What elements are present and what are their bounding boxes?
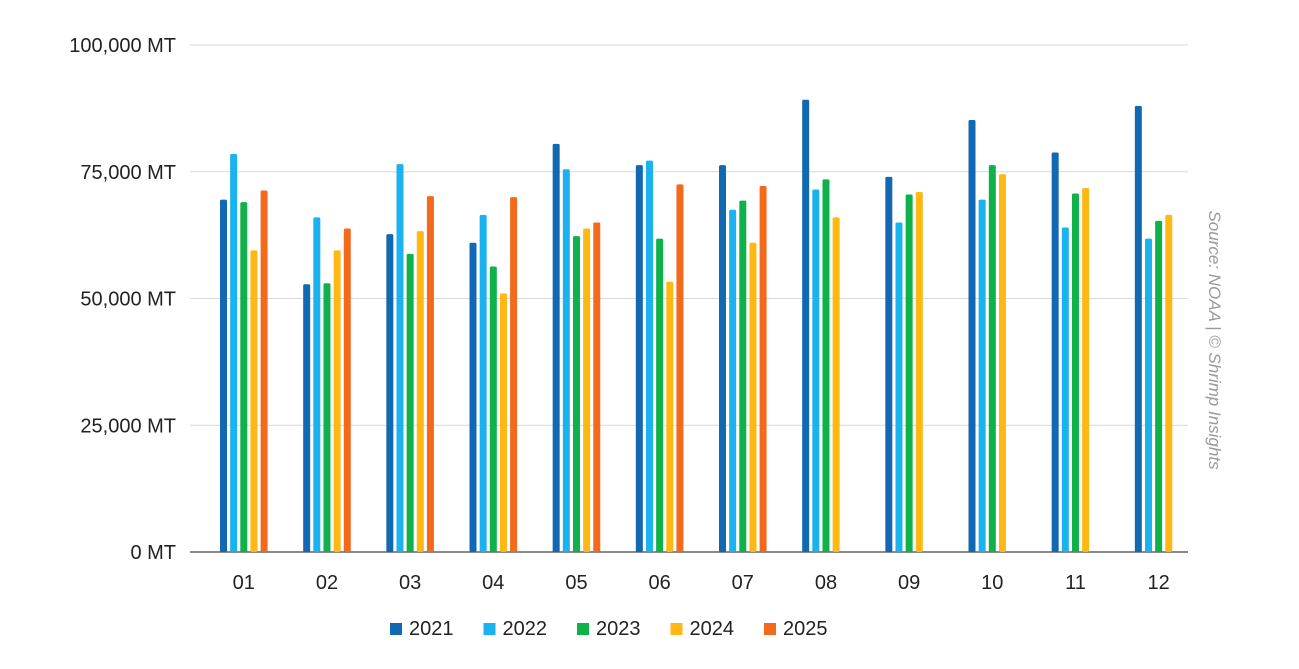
bar-2021-09 <box>885 176 893 552</box>
bar-2024-10 <box>998 174 1006 553</box>
y-tick-label: 75,000 MT <box>80 162 176 184</box>
bar-2021-06 <box>635 165 643 552</box>
legend-label-2022: 2022 <box>503 618 548 640</box>
bar-2023-06 <box>656 238 664 553</box>
bar-2022-08 <box>812 189 820 552</box>
bar-2024-04 <box>499 293 507 552</box>
bar-2025-01 <box>260 190 268 552</box>
bar-2025-03 <box>426 196 434 552</box>
bar-2021-12 <box>1134 105 1142 552</box>
bar-2023-04 <box>489 266 497 552</box>
bar-2025-05 <box>593 222 601 552</box>
bar-2022-02 <box>313 217 321 552</box>
x-tick-label: 10 <box>981 572 1003 594</box>
bar-2021-01 <box>220 199 227 552</box>
legend-swatch-2022 <box>483 623 496 635</box>
bar-2022-07 <box>729 209 737 552</box>
bar-2023-08 <box>822 179 830 553</box>
x-tick-label: 11 <box>1065 572 1086 594</box>
y-tick-label: 100,000 MT <box>69 35 176 57</box>
bar-2021-02 <box>303 284 311 552</box>
x-tick-label: 05 <box>565 572 587 594</box>
bar-2022-05 <box>562 169 570 552</box>
bar-2022-01 <box>230 154 238 552</box>
legend-label-2023: 2023 <box>596 618 641 640</box>
bar-2021-07 <box>719 165 726 552</box>
bar-2023-12 <box>1155 220 1163 552</box>
bar-2024-08 <box>832 217 840 552</box>
bar-2022-09 <box>895 222 903 552</box>
bar-2025-07 <box>759 185 767 552</box>
x-tick-label: 12 <box>1148 572 1170 594</box>
y-tick-label: 50,000 MT <box>80 289 176 311</box>
bar-2021-05 <box>552 143 560 553</box>
legend-label-2021: 2021 <box>409 618 454 640</box>
bar-2024-02 <box>333 250 341 552</box>
bar-2023-11 <box>1071 193 1079 553</box>
bar-2022-03 <box>396 164 404 552</box>
bar-2022-12 <box>1144 238 1152 553</box>
bars <box>220 99 1173 553</box>
bar-2025-06 <box>676 184 684 552</box>
bar-2021-08 <box>802 99 810 552</box>
bar-2023-10 <box>988 165 996 552</box>
bar-2024-07 <box>749 242 757 553</box>
y-axis: 0 MT 25,000 MT 50,000 MT 75,000 MT 100,000 M… <box>69 35 176 564</box>
legend-swatch-2025 <box>764 623 776 635</box>
x-tick-label: 08 <box>815 572 837 594</box>
bar-2021-11 <box>1051 152 1059 553</box>
bar-2023-02 <box>323 283 331 552</box>
bar-2024-01 <box>250 250 258 552</box>
legend-label-2024: 2024 <box>690 618 735 640</box>
bar-2022-04 <box>479 214 487 552</box>
bar-2024-11 <box>1082 187 1090 552</box>
bar-2023-01 <box>240 202 248 553</box>
legend: 2021 2022 2023 2024 2025 <box>390 618 828 640</box>
x-tick-label: 09 <box>898 572 920 594</box>
y-tick-label: 0 MT <box>130 542 176 564</box>
bar-2021-03 <box>386 234 394 553</box>
bar-2024-06 <box>666 281 674 552</box>
bar-2025-04 <box>510 197 518 552</box>
bar-2022-10 <box>978 199 986 552</box>
source-note: Source: NOAA | © Shrimp Insights <box>1205 210 1224 470</box>
bar-2023-07 <box>739 200 747 552</box>
bar-2023-05 <box>572 236 580 552</box>
legend-swatch-2024 <box>670 623 683 635</box>
bar-2021-04 <box>469 242 477 553</box>
bar-2023-03 <box>406 253 414 552</box>
x-tick-label: 03 <box>399 572 421 594</box>
bar-2025-02 <box>343 228 351 552</box>
bar-2022-11 <box>1061 227 1069 552</box>
x-tick-label: 01 <box>233 572 255 594</box>
bar-2023-09 <box>905 194 913 552</box>
y-tick-label: 25,000 MT <box>80 415 176 437</box>
x-tick-label: 02 <box>316 572 338 594</box>
bar-2024-05 <box>583 228 591 552</box>
legend-swatch-2023 <box>577 623 589 635</box>
bar-2024-12 <box>1165 214 1173 552</box>
bar-2024-03 <box>416 231 424 552</box>
gridlines <box>190 44 1188 553</box>
bar-2022-06 <box>645 160 653 552</box>
bar-2024-09 <box>915 192 923 552</box>
legend-swatch-2021 <box>390 623 402 635</box>
x-tick-label: 07 <box>732 572 754 594</box>
bar-2021-10 <box>968 120 976 552</box>
x-axis: 01 02 03 04 05 06 07 08 09 10 11 12 <box>233 572 1170 594</box>
x-tick-label: 06 <box>649 572 671 594</box>
x-tick-label: 04 <box>482 572 504 594</box>
legend-label-2025: 2025 <box>783 618 828 640</box>
